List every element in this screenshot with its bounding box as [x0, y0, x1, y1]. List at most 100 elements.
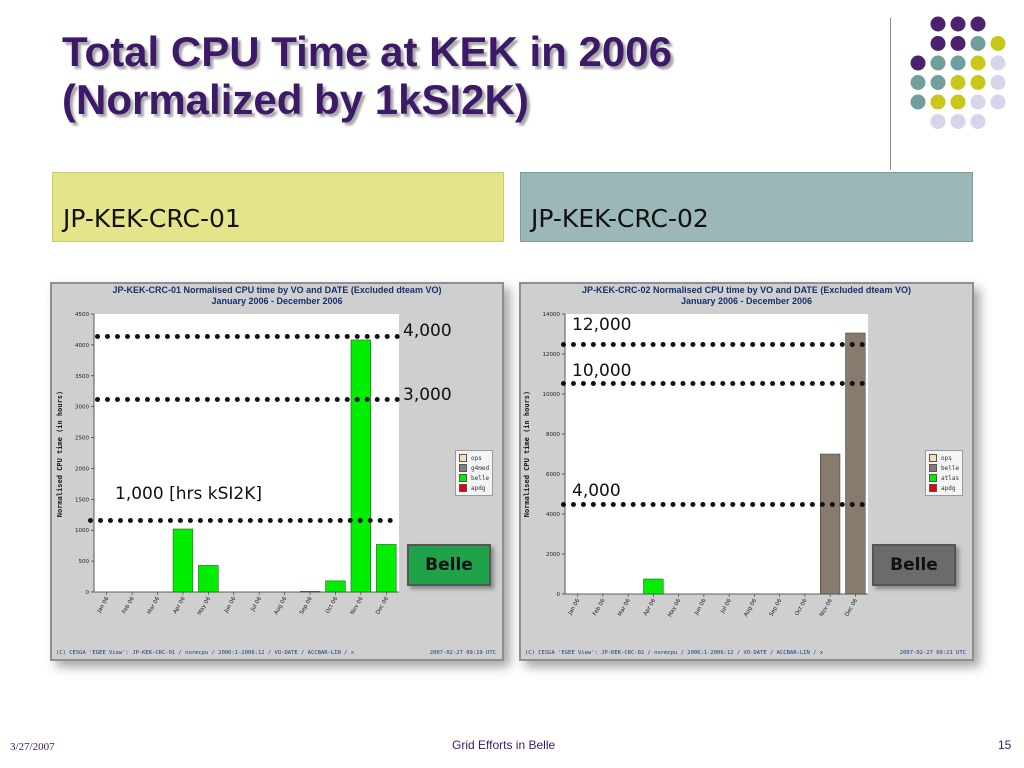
legend-swatch	[929, 464, 937, 472]
belle-badge-right: Belle	[872, 544, 956, 586]
legend-item-belle: belle	[929, 463, 959, 473]
decorative-dot	[950, 75, 966, 90]
legend-label: apdg	[941, 484, 956, 492]
footer-center: Grid Efforts in Belle	[452, 738, 556, 752]
x-tick-label: Mar 06	[147, 596, 162, 616]
decorative-dot	[910, 94, 926, 110]
bar-belle-sep-06	[299, 591, 321, 593]
chart-plot-crc-01: 0 500 1000 1500 2000 2500 3000 3500 4000 4500 Jan …	[75, 312, 399, 617]
decorative-dot	[990, 36, 1006, 51]
decorative-dot	[930, 94, 946, 110]
y-tick-label: 2500	[75, 436, 89, 442]
plot-area	[565, 314, 868, 594]
annotation-right-12000: 12,000	[572, 315, 632, 335]
x-tick-label: Aug 06	[743, 598, 758, 618]
decorative-dot	[950, 55, 966, 71]
legend-label: apdg	[471, 484, 486, 492]
annotation-right-10000: 10,000	[572, 361, 632, 381]
y-tick-label: 8000	[546, 432, 560, 438]
y-tick-label: 1000	[75, 528, 89, 534]
legend-swatch	[459, 474, 467, 482]
y-tick-label: 6000	[546, 472, 560, 478]
guide-line-10000	[561, 381, 865, 386]
annotation-left-1000: 1,000 [hrs kSI2K]	[115, 484, 262, 504]
decorative-dot	[970, 55, 986, 71]
chart-panel-crc-02: JP-KEK-CRC-02 Normalised CPU time by VO …	[519, 282, 974, 661]
chart-subtitle: January 2006 - December 2006	[680, 296, 813, 306]
decorative-dot	[950, 16, 966, 32]
legend-label: belle	[941, 464, 960, 472]
y-tick-label: 500	[79, 559, 90, 565]
y-tick-label: 0	[86, 590, 90, 596]
decorative-dot	[990, 55, 1006, 71]
chart-footer-left: (C) CESGA 'EGEE View': JP-KEK-CRC-02 / n…	[525, 650, 824, 656]
y-tick-label: 12000	[543, 352, 561, 358]
decorative-dot	[930, 36, 946, 51]
decorative-dot	[910, 55, 926, 71]
legend-item-apdg: apdg	[929, 483, 959, 493]
x-tick-label: May 06	[667, 598, 683, 619]
legend-swatch	[459, 484, 467, 492]
footer-page-number: 15	[998, 738, 1012, 752]
x-tick-label: Sep 06	[769, 598, 784, 618]
bar-belle-oct-06	[325, 580, 346, 593]
y-tick-label: 3000	[75, 405, 89, 411]
legend-label: atlas	[941, 474, 960, 482]
bar-belle-may-06	[198, 565, 219, 593]
decorative-dot-grid	[910, 16, 1006, 129]
bar-belle-dec-06	[845, 332, 866, 595]
decorative-dot	[930, 75, 946, 90]
decorative-dot	[970, 16, 986, 32]
annotation-left-3000: 3,000	[403, 385, 452, 405]
guide-line-1000	[88, 518, 393, 523]
legend-label: ops	[941, 454, 952, 462]
x-tick-label: Dec 06	[844, 598, 859, 618]
decorative-dot	[970, 94, 986, 110]
decorative-dot	[950, 94, 966, 110]
y-tick-label: 0	[557, 592, 561, 598]
x-tick-label: Oct 06	[325, 596, 340, 615]
annotation-right-4000: 4,000	[572, 481, 621, 501]
legend-label: g4med	[471, 464, 490, 472]
decorative-dot	[990, 75, 1006, 90]
guide-line-12000	[561, 342, 865, 347]
x-tick-label: Jul 06	[250, 596, 264, 614]
x-tick-label: Nov 06	[819, 598, 834, 618]
x-tick-label: Jun 06	[693, 598, 708, 617]
legend-item-belle: belle	[459, 473, 489, 483]
bar-atlas-apr-06	[643, 578, 664, 595]
decorative-dot	[970, 36, 986, 51]
legend-label: belle	[471, 474, 490, 482]
title-divider	[890, 18, 891, 170]
legend-swatch	[929, 474, 937, 482]
slide-title: Total CPU Time at KEK in 2006 (Normalize…	[62, 28, 842, 124]
x-tick-label: Jan 06	[567, 598, 582, 617]
legend-swatch	[459, 454, 467, 462]
x-tick-label: Jul 06	[719, 598, 733, 616]
decorative-dot	[930, 55, 946, 71]
y-tick-label: 3500	[75, 374, 89, 380]
x-tick-label: Feb 06	[121, 596, 136, 615]
chart-footer-left: (C) CESGA 'EGEE View': JP-KEK-CRC-01 / n…	[56, 650, 355, 656]
slide-title-line1: Total CPU Time at KEK in 2006	[62, 28, 672, 75]
bar-belle-dec-06	[376, 544, 397, 593]
decorative-dot	[930, 16, 946, 32]
x-tick-label: May 06	[197, 596, 213, 617]
slide-title-line2: (Normalized by 1kSI2K)	[62, 76, 529, 123]
chart-legend: ops belle atlas apdg	[925, 450, 964, 496]
x-tick-label: Nov 06	[350, 596, 365, 616]
x-tick-label: Mar 06	[617, 598, 632, 618]
annotation-left-4000: 4,000	[403, 321, 452, 341]
x-tick-label: Oct 06	[794, 598, 809, 617]
plot-area	[94, 314, 399, 592]
y-tick-label: 4000	[75, 343, 89, 349]
y-tick-label: 4500	[75, 312, 89, 318]
decorative-dot	[910, 75, 926, 90]
x-tick-label: Jan 06	[96, 596, 111, 615]
y-tick-label: 10000	[543, 392, 561, 398]
chart-panel-crc-01: JP-KEK-CRC-01 Normalised CPU time by VO …	[50, 282, 504, 661]
chart-footer-right: 2007-02-27 09:21 UTC	[899, 650, 966, 656]
legend-item-atlas: atlas	[929, 473, 959, 483]
bar-belle-apr-06	[172, 528, 194, 593]
belle-badge-left: Belle	[407, 544, 491, 586]
